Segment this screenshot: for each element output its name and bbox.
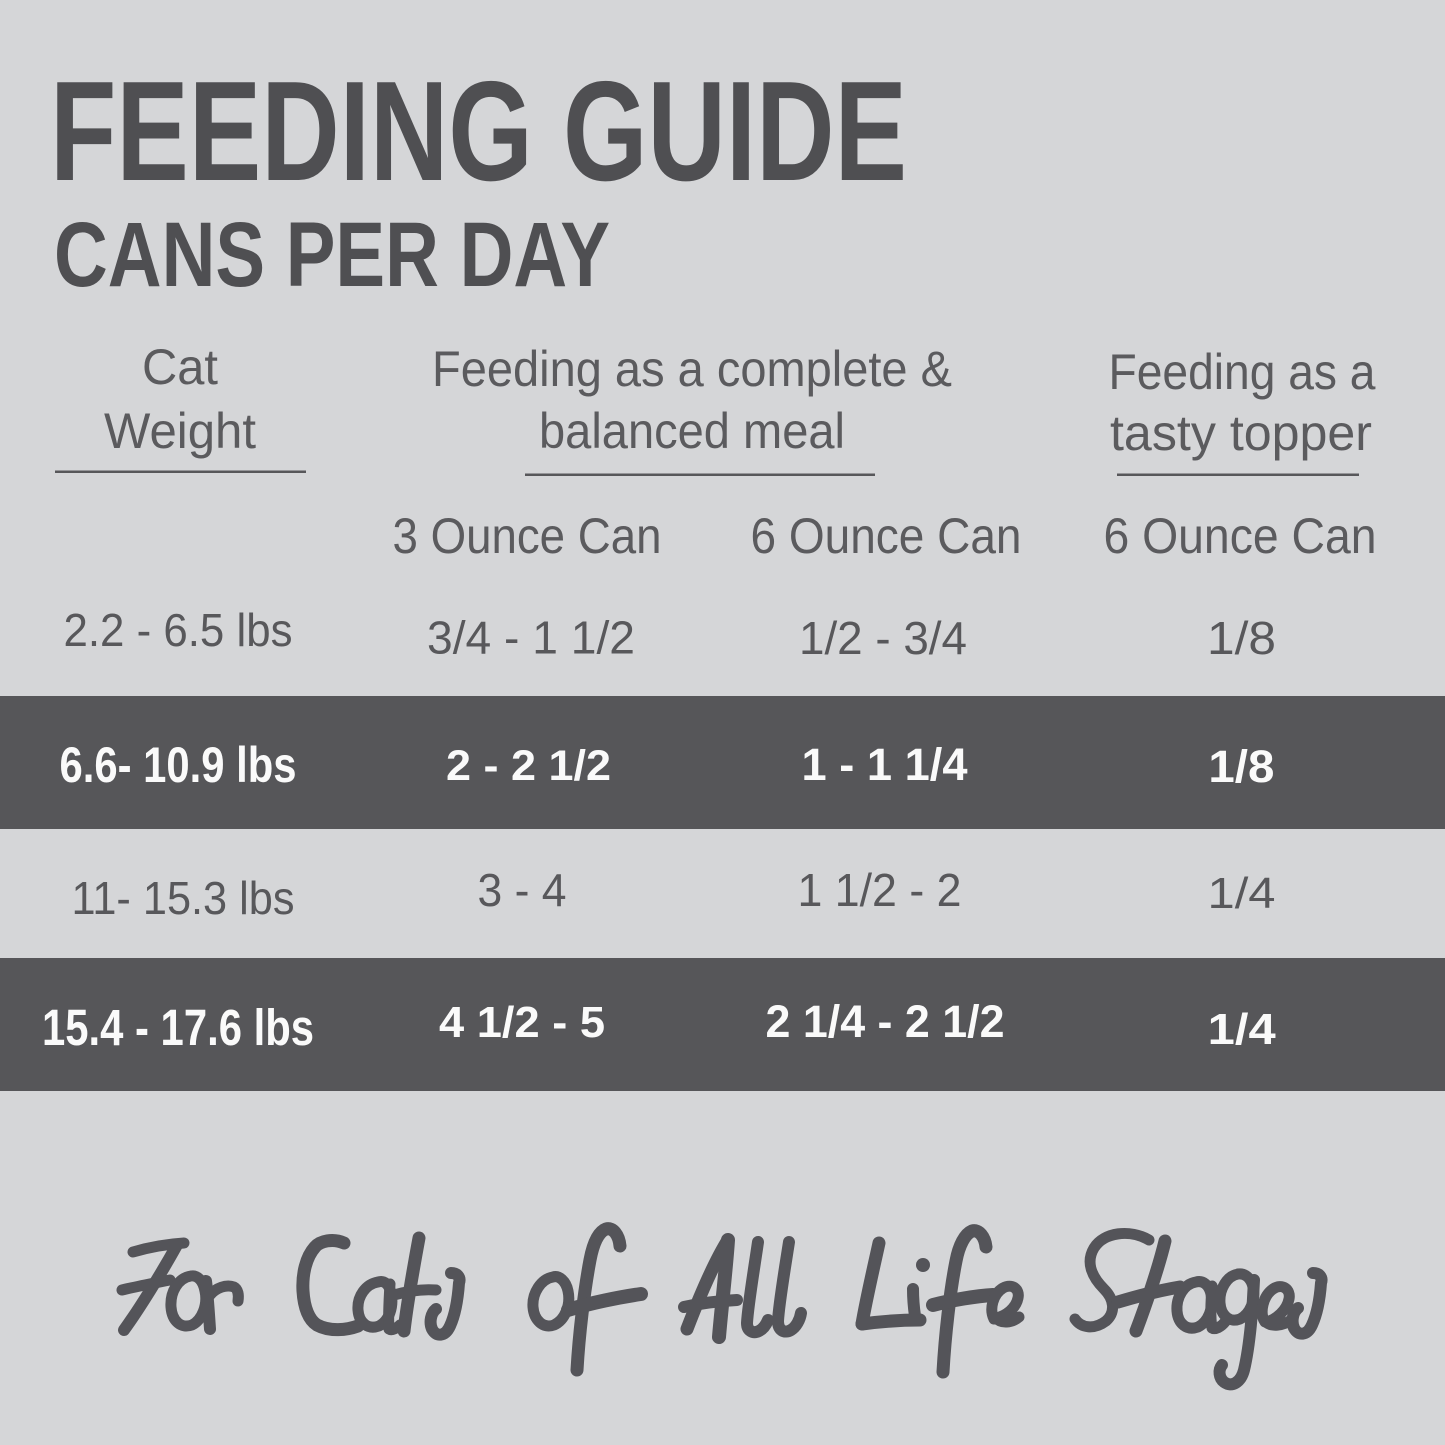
svg-text:3 - 4: 3 - 4: [478, 864, 567, 916]
svg-text:Weight: Weight: [104, 403, 256, 459]
svg-text:1 - 1 1/4: 1 - 1 1/4: [802, 739, 968, 790]
svg-text:2 1/4 - 2 1/2: 2 1/4 - 2 1/2: [766, 996, 1005, 1047]
svg-text:6 Ounce Can: 6 Ounce Can: [751, 508, 1022, 564]
svg-text:Cat: Cat: [142, 339, 218, 395]
svg-text:1/2 - 3/4: 1/2 - 3/4: [799, 612, 967, 664]
svg-text:Feeding as a: Feeding as a: [1109, 344, 1376, 400]
svg-text:6 Ounce Can: 6 Ounce Can: [1104, 508, 1377, 564]
svg-text:Feeding as a complete &: Feeding as a complete &: [432, 341, 952, 397]
svg-text:balanced meal: balanced meal: [539, 403, 845, 459]
svg-text:2.2 - 6.5 lbs: 2.2 - 6.5 lbs: [64, 604, 293, 656]
svg-text:1 1/2 - 2: 1 1/2 - 2: [798, 864, 962, 916]
svg-text:1/8: 1/8: [1207, 612, 1276, 664]
svg-text:1/4: 1/4: [1208, 1005, 1277, 1054]
svg-text:11- 15.3 lbs: 11- 15.3 lbs: [72, 872, 295, 924]
svg-text:1/8: 1/8: [1208, 741, 1274, 792]
svg-text:CANS PER DAY: CANS PER DAY: [54, 204, 610, 306]
svg-text:4 1/2 - 5: 4 1/2 - 5: [439, 998, 605, 1047]
svg-text:FEEDING GUIDE: FEEDING GUIDE: [50, 52, 907, 211]
svg-text:6.6- 10.9 lbs: 6.6- 10.9 lbs: [60, 737, 297, 793]
svg-text:2 - 2 1/2: 2 - 2 1/2: [446, 742, 611, 790]
svg-text:1/4: 1/4: [1208, 869, 1276, 918]
svg-text:tasty topper: tasty topper: [1110, 405, 1372, 461]
svg-text:3 Ounce Can: 3 Ounce Can: [393, 508, 662, 564]
svg-text:3/4 - 1 1/2: 3/4 - 1 1/2: [427, 612, 635, 664]
svg-text:15.4 - 17.6 lbs: 15.4 - 17.6 lbs: [42, 999, 314, 1056]
